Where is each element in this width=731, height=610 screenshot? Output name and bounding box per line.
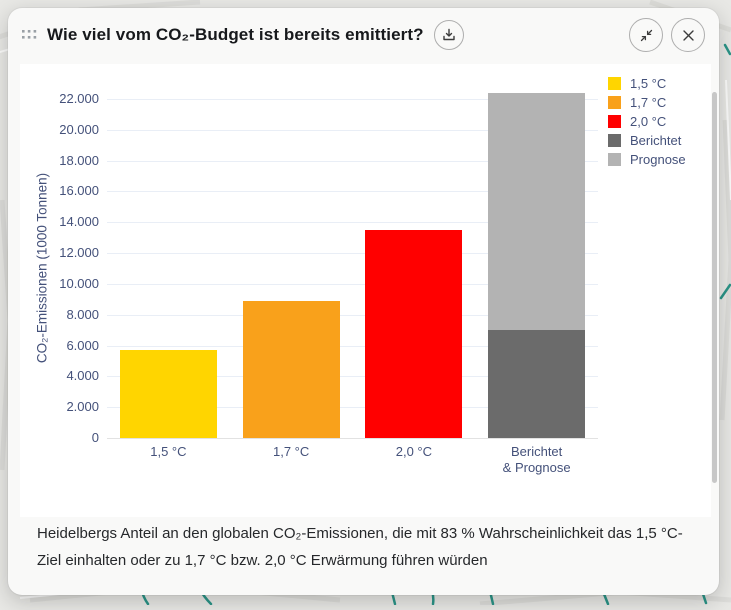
- gridline: [107, 253, 598, 255]
- legend-label: Berichtet: [630, 133, 682, 148]
- legend-label: 2,0 °C: [630, 114, 667, 129]
- legend-label: 1,5 °C: [630, 76, 667, 91]
- legend-item-1-5-c[interactable]: 1,5 °C: [608, 77, 686, 90]
- gridline: [107, 99, 598, 100]
- close-icon: [682, 29, 695, 42]
- legend-item-prognose[interactable]: Prognose: [608, 153, 686, 166]
- gridline: [107, 222, 598, 224]
- x-tick-label: 2,0 °C: [395, 444, 433, 459]
- bar-segment-1-7-c[interactable]: [242, 300, 340, 438]
- gridline: [107, 345, 598, 347]
- gridline: [107, 407, 598, 409]
- download-button[interactable]: [433, 20, 464, 50]
- y-tick-label: 6.000: [66, 337, 99, 353]
- gridline: [107, 191, 598, 193]
- legend-swatch: [608, 115, 621, 128]
- chart-legend: 1,5 °C 1,7 °C 2,0 °C Berichtet Prognose: [608, 77, 686, 172]
- dialog-header: Wie viel vom CO₂-Budget ist bereits emit…: [8, 8, 719, 62]
- drag-handle-icon[interactable]: [22, 30, 37, 40]
- collapse-icon: [639, 28, 654, 43]
- x-tick-label: Berichtet & Prognose: [502, 444, 571, 475]
- gridline: [107, 314, 598, 316]
- y-tick-label: 8.000: [66, 306, 99, 322]
- download-icon: [442, 28, 456, 42]
- chart-dialog: Wie viel vom CO₂-Budget ist bereits emit…: [8, 8, 719, 595]
- bar-segment-1-5-c[interactable]: [119, 350, 217, 438]
- bar-segment-berichtet[interactable]: [488, 330, 586, 438]
- y-tick-label: 10.000: [59, 275, 99, 291]
- dialog-title: Wie viel vom CO₂-Budget ist bereits emit…: [47, 25, 424, 44]
- y-tick-label: 4.000: [66, 368, 99, 384]
- legend-label: Prognose: [630, 152, 686, 167]
- chart-caption: Heidelbergs Anteil an den globalen CO₂-E…: [37, 525, 683, 569]
- chart-canvas: CO₂-Emissionen (1000 Tonnen) 0 2.000 4.000…: [20, 64, 711, 517]
- gridline: [107, 376, 598, 378]
- legend-swatch: [608, 153, 621, 166]
- legend-label: 1,7 °C: [630, 95, 667, 110]
- legend-item-berichtet[interactable]: Berichtet: [608, 134, 686, 147]
- y-axis-title: CO₂-Emissionen (1000 Tonnen): [34, 172, 50, 364]
- x-tick-label: 1,5 °C: [150, 444, 187, 459]
- dialog-scrollbar[interactable]: [712, 92, 717, 483]
- bar-segment-2-0-c[interactable]: [365, 229, 463, 438]
- gridline: [107, 129, 598, 131]
- y-tick-label: 18.000: [59, 152, 99, 168]
- legend-swatch: [608, 96, 621, 109]
- legend-item-2-0-c[interactable]: 2,0 °C: [608, 115, 686, 128]
- legend-item-1-7-c[interactable]: 1,7 °C: [608, 96, 686, 109]
- y-tick-label: 14.000: [59, 214, 99, 230]
- collapse-button[interactable]: [629, 18, 663, 52]
- y-tick-label: 22.000: [59, 91, 99, 106]
- y-tick-label: 20.000: [59, 121, 99, 137]
- gridline: [107, 160, 598, 162]
- y-tick-label: 12.000: [59, 245, 99, 261]
- y-tick-label: 2.000: [66, 399, 99, 415]
- plot-area: 0 2.000 4.000 6.000 8.000 10.000 12.000 14.000 1…: [59, 91, 598, 475]
- x-tick-label: 1,7 °C: [272, 444, 310, 459]
- legend-swatch: [608, 77, 621, 90]
- gridline: [107, 283, 598, 285]
- legend-swatch: [608, 134, 621, 147]
- close-button[interactable]: [671, 18, 705, 52]
- bar-segment-prognose[interactable]: [488, 92, 586, 331]
- y-tick-label: 0: [91, 430, 99, 445]
- y-tick-label: 16.000: [59, 183, 99, 199]
- x-axis-line: [107, 438, 598, 439]
